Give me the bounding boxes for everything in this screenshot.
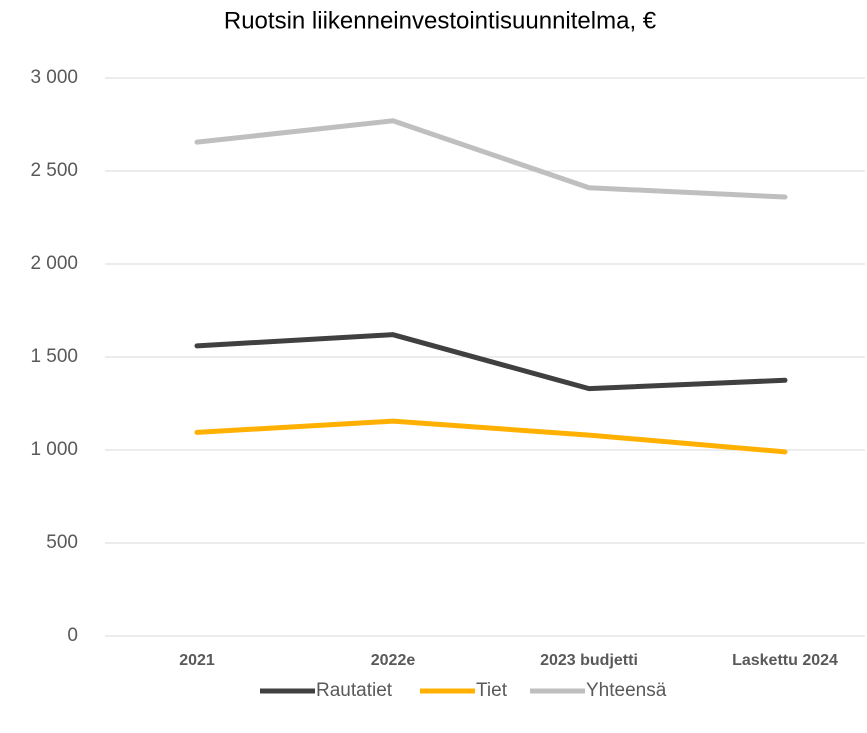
- legend-label: Tiet: [476, 680, 508, 701]
- x-tick-label: 2023 budjetti: [540, 652, 638, 669]
- chart-title: Ruotsin liikenneinvestointisuunnitelma, …: [224, 7, 657, 34]
- x-tick-label: 2021: [179, 652, 215, 669]
- y-tick-label: 0: [67, 625, 78, 646]
- y-tick-label: 2 500: [30, 160, 78, 181]
- line-series: [194, 118, 788, 200]
- y-tick-label: 500: [46, 532, 78, 553]
- line-series: [194, 332, 788, 392]
- y-tick-label: 1 000: [30, 439, 78, 460]
- y-tick-label: 2 000: [30, 253, 78, 274]
- line-series: [194, 418, 788, 455]
- legend-label: Yhteensä: [586, 680, 667, 701]
- x-tick-label: Laskettu 2024: [732, 652, 838, 669]
- y-tick-label: 3 000: [30, 67, 78, 88]
- x-tick-label: 2022e: [371, 652, 416, 669]
- y-tick-label: 1 500: [30, 346, 78, 367]
- legend-label: Rautatiet: [316, 680, 393, 701]
